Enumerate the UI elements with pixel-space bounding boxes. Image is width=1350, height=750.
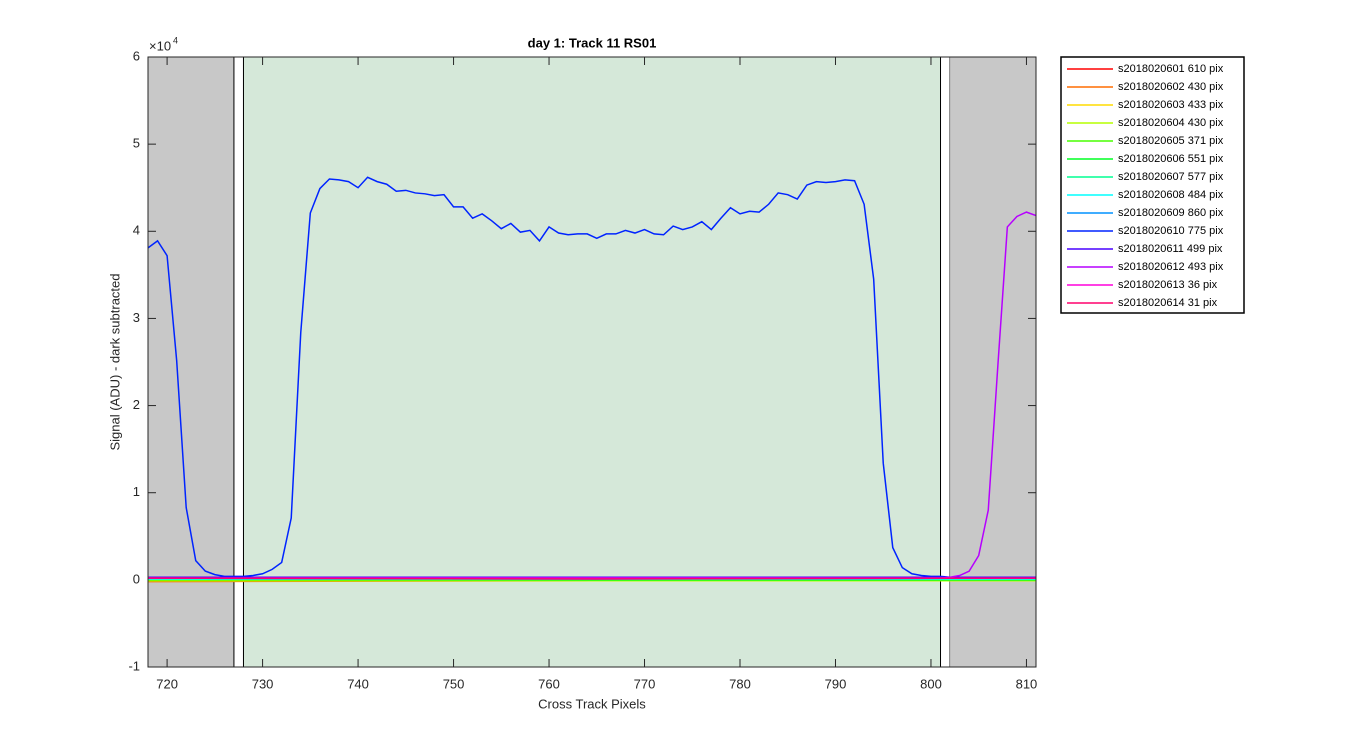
shaded-region	[242, 56, 942, 668]
legend-label: s2018020610 775 pix	[1118, 225, 1224, 237]
y-tick-label: 0	[133, 571, 140, 586]
y-tick-label: 2	[133, 397, 140, 412]
legend-label: s2018020611 499 pix	[1118, 243, 1223, 255]
axes-box	[147, 56, 1037, 668]
x-axis-label: Cross Track Pixels	[538, 696, 646, 711]
legend-label: s2018020602 430 pix	[1118, 81, 1224, 93]
legend-label: s2018020605 371 pix	[1118, 135, 1224, 147]
y-axis-label: Signal (ADU) - dark subtracted	[107, 273, 122, 450]
series-line	[147, 176, 1037, 579]
x-tick-label: 740	[347, 676, 369, 691]
legend-label: s2018020614 31 pix	[1118, 297, 1218, 309]
legend-label: s2018020608 484 pix	[1118, 189, 1224, 201]
x-tick-label: 720	[156, 676, 178, 691]
legend-label: s2018020609 860 pix	[1118, 207, 1224, 219]
y-tick-label: 5	[133, 136, 140, 151]
shaded-region	[940, 56, 951, 668]
legend-box	[1060, 56, 1245, 314]
legend-label: s2018020612 493 pix	[1118, 261, 1224, 273]
legend-label: s2018020604 430 pix	[1118, 117, 1224, 129]
legend-label: s2018020601 610 pix	[1118, 63, 1224, 75]
y-tick-label: -1	[128, 658, 140, 673]
x-tick-label: 750	[443, 676, 465, 691]
x-tick-label: 760	[538, 676, 560, 691]
x-tick-label: 810	[1016, 676, 1038, 691]
y-tick-label: 1	[133, 484, 140, 499]
y-tick-label: 4	[133, 223, 140, 238]
legend-label: s2018020613 36 pix	[1118, 279, 1218, 291]
series-line	[147, 577, 1037, 580]
legend-label: s2018020606 551 pix	[1118, 153, 1224, 165]
x-tick-label: 780	[729, 676, 751, 691]
shaded-region	[148, 57, 234, 667]
y-exponent-base: ×10	[149, 38, 171, 53]
shaded-region	[950, 57, 1036, 667]
legend-label: s2018020607 577 pix	[1118, 171, 1224, 183]
chart-title: day 1: Track 11 RS01	[528, 35, 657, 50]
shaded-region	[233, 56, 244, 668]
y-exponent-power: 4	[173, 35, 178, 45]
y-tick-label: 6	[133, 48, 140, 63]
x-tick-label: 770	[634, 676, 656, 691]
legend-label: s2018020603 433 pix	[1118, 99, 1224, 111]
x-tick-label: 790	[825, 676, 847, 691]
x-tick-label: 800	[920, 676, 942, 691]
x-tick-label: 730	[252, 676, 274, 691]
y-tick-label: 3	[133, 310, 140, 325]
